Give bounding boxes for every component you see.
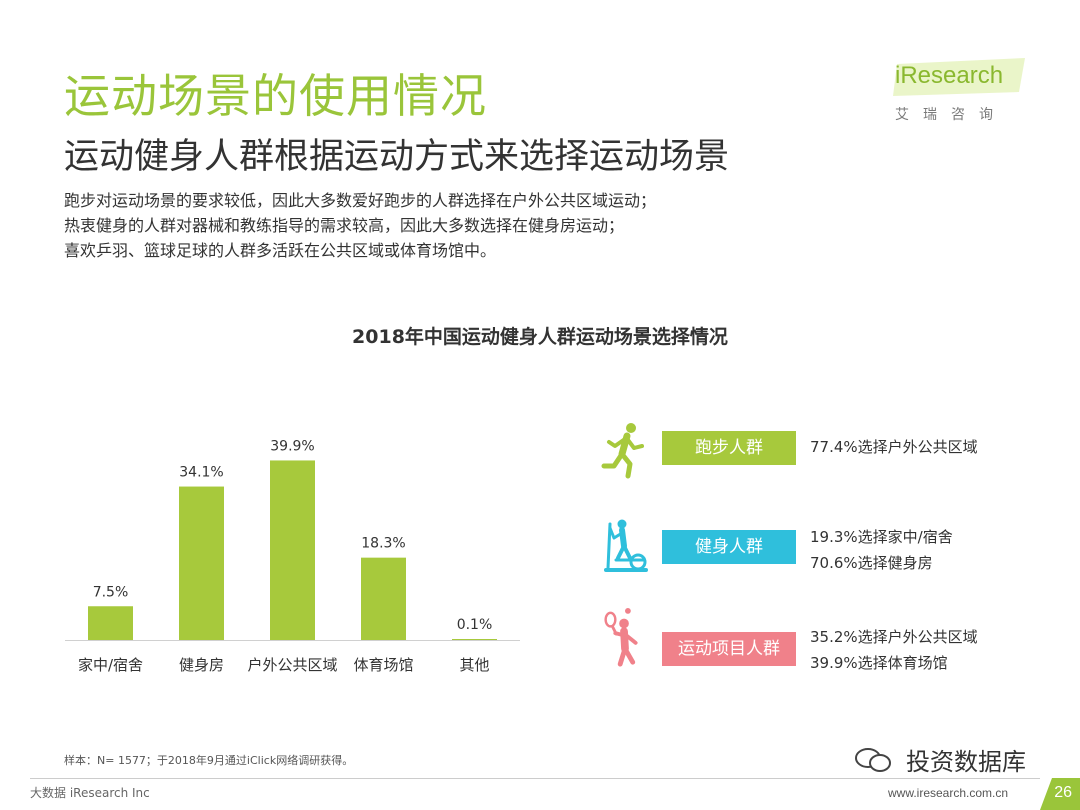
group-label: 运动项目人群	[662, 632, 796, 666]
bar-value-label: 18.3%	[361, 536, 405, 552]
group-value: 35.2%选择户外公共区域	[810, 628, 978, 646]
category-label: 其他	[459, 656, 489, 674]
category-label: 户外公共区域	[247, 656, 337, 674]
bar-value-label: 0.1%	[457, 617, 493, 633]
group-label: 跑步人群	[662, 431, 796, 465]
page-title: 运动场景的使用情况	[64, 69, 487, 123]
bar-value-label: 34.1%	[179, 465, 223, 481]
footer-source: 大数据 iResearch Inc	[30, 786, 150, 800]
logo-plate-icon	[893, 58, 1025, 96]
sample-note: 样本：N= 1577；于2018年9月通过iClick网络调研获得。	[64, 754, 354, 767]
group-value: 39.9%选择体育场馆	[810, 654, 948, 672]
page-number-shape	[1040, 778, 1080, 810]
tennis-player-icon	[604, 608, 638, 667]
bar	[452, 639, 497, 640]
description-line: 跑步对运动场景的要求较低，因此大多数爱好跑步的人群选择在户外公共区域运动；	[64, 191, 657, 210]
group-value: 77.4%选择户外公共区域	[810, 438, 978, 456]
bar	[179, 486, 224, 640]
bar-value-label: 39.9%	[270, 438, 314, 454]
bar	[88, 606, 133, 640]
bar	[270, 460, 315, 640]
runner-icon	[601, 423, 644, 479]
elliptical-trainer-icon	[604, 519, 648, 572]
category-label: 体育场馆	[353, 656, 413, 674]
footer-divider	[30, 778, 1040, 779]
page-number: 26	[1054, 784, 1072, 801]
description-line: 喜欢乒羽、篮球足球的人群多活跃在公共区域或体育场馆中。	[64, 241, 497, 260]
group-value: 70.6%选择健身房	[810, 554, 933, 572]
group-value: 19.3%选择家中/宿舍	[810, 528, 953, 546]
page-number-badge: 26	[1040, 778, 1080, 810]
watermark-text: 投资数据库	[906, 748, 1026, 776]
wechat-icon	[855, 748, 891, 772]
page-subtitle: 运动健身人群根据运动方式来选择运动场景	[64, 137, 730, 177]
group-label: 健身人群	[662, 530, 796, 564]
logo-subtext: 艾瑞咨询	[895, 107, 1007, 123]
chart-title: 2018年中国运动健身人群运动场景选择情况	[352, 326, 728, 348]
category-label: 家中/宿舍	[78, 656, 143, 674]
logo-text: iResearch	[895, 62, 1004, 89]
bar-chart: 7.5% 家中/宿舍 34.1% 健身房 39.9% 户外公共区域 18.3% 体育场馆 0.1…	[65, 438, 520, 674]
footer-url[interactable]: www.iresearch.com.cn	[888, 786, 1009, 800]
bar-value-label: 7.5%	[93, 584, 129, 600]
category-label: 健身房	[179, 656, 224, 674]
description-line: 热衷健身的人群对器械和教练指导的需求较高，因此大多数选择在健身房运动；	[64, 216, 625, 235]
description: 跑步对运动场景的要求较低，因此大多数爱好跑步的人群选择在户外公共区域运动； 热衷…	[64, 188, 824, 263]
bar	[361, 557, 406, 640]
iresearch-logo: iResearch 艾瑞咨询	[893, 58, 1028, 124]
